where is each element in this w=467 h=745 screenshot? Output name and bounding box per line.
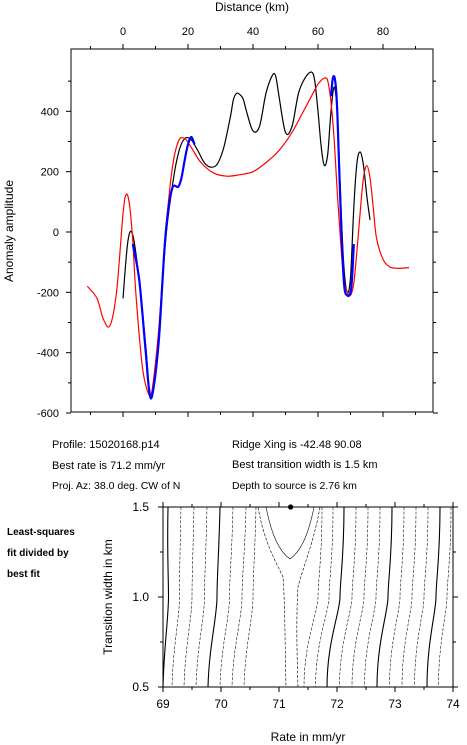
profile-x-tick-label: 60 [312,26,324,38]
contour-lines [162,504,452,688]
contour-y-tick-label: 0.5 [132,680,149,694]
contour-x-tick-label: 74 [446,697,460,711]
contour-line [195,506,208,688]
model-anomaly-line [86,77,410,399]
profile-id-text: Profile: 15020168.p14 [52,439,160,451]
best-width-text: Best transition width is 1.5 km [232,459,378,471]
contour-line [265,506,315,560]
contour-line [257,506,287,688]
profile-x-axis-title: Distance (km) [215,0,289,14]
side-label-line-2: fit divided by [7,548,69,559]
contour-line [339,506,357,688]
contour-ticks: 69 70 71 72 73 74 0.5 1.0 1.5 [132,500,460,711]
contour-plot-frame [162,506,454,688]
contour-line [401,506,417,688]
profile-y-tick-label: -600 [37,408,59,420]
profile-y-axis-title: Anomaly amplitude [2,180,16,282]
contour-x-tick-label: 71 [272,697,286,711]
contour-line [171,506,182,688]
side-label-line-3: best fit [7,569,40,580]
contour-line [376,506,393,688]
contour-x-tick-label: 73 [388,697,402,711]
side-label-line-1: Least-squares [7,527,75,538]
contour-x-axis-title: Rate in mm/yr [271,730,346,744]
contour-line [326,506,345,688]
contour-line [243,506,257,688]
profile-ticks: 0 20 40 60 80 -600 -400 -200 0 200 400 [37,26,438,420]
profile-x-tick-label: 40 [247,26,259,38]
fit-window-line-right [329,75,355,298]
contour-x-tick-label: 69 [156,697,170,711]
profile-y-tick-label: -400 [37,348,59,360]
contour-line [414,506,429,688]
profile-x-tick-label: 0 [120,26,126,38]
profile-series [86,71,410,400]
profile-y-tick-label: 200 [41,167,59,179]
profile-y-tick-label: 400 [41,106,59,118]
contour-line [219,506,234,688]
profile-y-tick-label: 0 [53,227,59,239]
contour-line [364,506,381,688]
contour-line [389,506,405,688]
depth-text: Depth to source is 2.76 km [232,480,357,492]
projection-azimuth-text: Proj. Az: 38.0 deg. CW of N [52,480,180,492]
profile-x-tick-label: 80 [377,26,389,38]
contour-y-axis-title: Transition width in km [101,539,115,655]
contour-line [303,506,323,688]
contour-line [162,506,170,688]
profile-y-tick-label: -200 [37,287,59,299]
contour-line [296,506,321,688]
contour-y-tick-label: 1.0 [132,590,149,604]
contour-line [351,506,369,688]
best-rate-text: Best rate is 71.2 mm/yr [52,460,165,472]
ridge-crossing-text: Ridge Xing is -42.48 90.08 [232,439,362,451]
contour-line [315,506,334,688]
contour-x-tick-label: 70 [214,697,228,711]
profile-plot-frame [70,48,434,413]
contour-line [438,506,452,688]
fit-window-line-left [131,135,196,400]
contour-line [207,506,221,688]
contour-line [426,506,441,688]
contour-y-tick-label: 1.5 [132,500,149,514]
contour-x-tick-label: 72 [330,697,344,711]
profile-x-tick-label: 20 [182,26,194,38]
contour-line [231,506,247,688]
contour-line [183,506,195,688]
